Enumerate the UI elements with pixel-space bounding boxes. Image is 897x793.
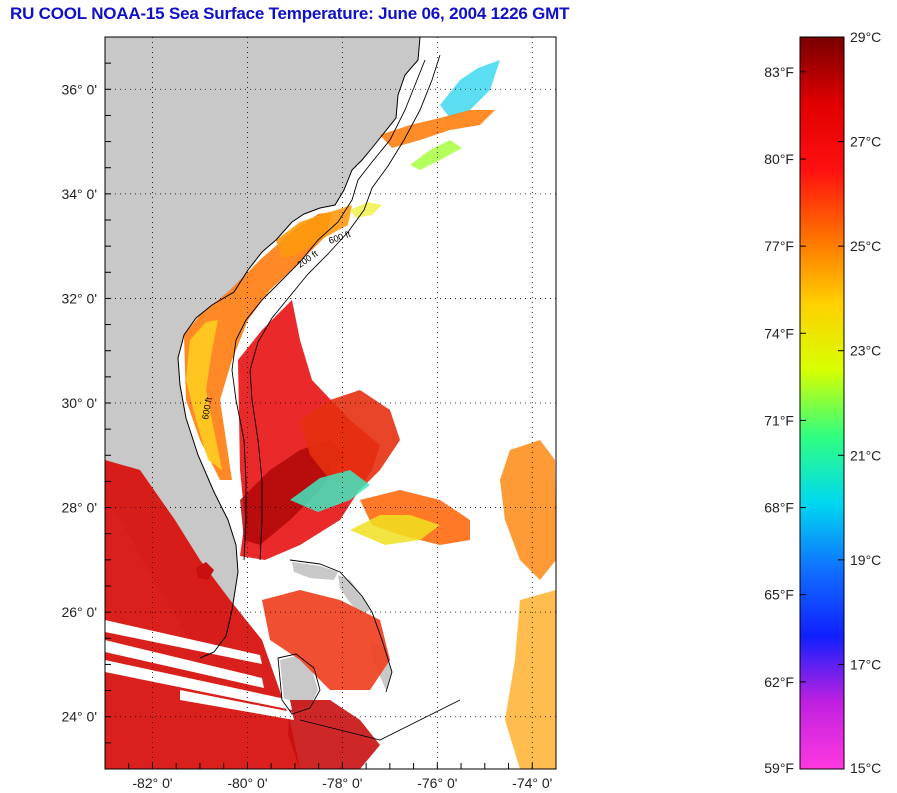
sst-swath-cool-streak-2 bbox=[350, 515, 440, 545]
colorbar-scale bbox=[799, 36, 845, 770]
colorbar-fahrenheit-label: 68°F bbox=[764, 500, 794, 516]
sst-swath-south-bank bbox=[288, 700, 380, 769]
sst-swath-bahamas-bank bbox=[262, 590, 390, 690]
colorbar-fahrenheit-label: 77°F bbox=[764, 238, 794, 254]
colorbar-celsius-label: 19°C bbox=[850, 552, 881, 568]
lon-tick-label: -74° 0' bbox=[512, 775, 552, 791]
sst-swath-southeast bbox=[505, 590, 556, 769]
isobath-lines bbox=[177, 37, 461, 741]
lon-tick-label: -76° 0' bbox=[417, 775, 457, 791]
sst-swath-cool-streak bbox=[290, 470, 370, 512]
cloud-gap-stripe bbox=[180, 690, 294, 720]
sst-swath-carolina-shelf bbox=[276, 205, 352, 258]
sst-swath-east-offshore bbox=[500, 440, 556, 580]
sst-swath-shelf-warm bbox=[184, 212, 332, 480]
land-mainland bbox=[105, 37, 420, 658]
map-axes: 24° 0' 26° 0' 28° 0' 30° 0' 32° 0' 34° 0' 36° … bbox=[61, 62, 552, 791]
isobath-600ft bbox=[249, 54, 441, 561]
lat-tick-label: 32° 0' bbox=[61, 290, 97, 306]
cloud-gap-stripe bbox=[105, 660, 292, 710]
sst-swath-gulfstream-core bbox=[240, 440, 345, 545]
colorbar-fahrenheit-label: 62°F bbox=[764, 674, 794, 690]
cloud-gap-stripe bbox=[105, 620, 262, 664]
colorbar-fahrenheit-label: 65°F bbox=[764, 587, 794, 603]
cloud-gap-stripes bbox=[105, 620, 294, 720]
land-bahamas-grand bbox=[292, 562, 338, 580]
lon-tick-label: -78° 0' bbox=[322, 775, 362, 791]
colorbar-fahrenheit-label: 74°F bbox=[764, 325, 794, 341]
lat-tick-label: 24° 0' bbox=[61, 709, 97, 725]
lat-tick-label: 28° 0' bbox=[61, 500, 97, 516]
colorbar-celsius-label: 17°C bbox=[850, 656, 881, 672]
sst-swath-shelf-yellow bbox=[186, 320, 222, 470]
isobath-label-600ft-south: 600 ft bbox=[200, 396, 214, 420]
cloud-gap-stripe bbox=[105, 640, 264, 688]
colorbar-fahrenheit-label: 59°F bbox=[764, 760, 794, 776]
chart-title: RU COOL NOAA-15 Sea Surface Temperature:… bbox=[10, 4, 570, 23]
lat-tick-label: 26° 0' bbox=[61, 604, 97, 620]
grid-lines bbox=[105, 37, 556, 769]
isobath-200ft bbox=[231, 59, 426, 561]
coastline-mainland bbox=[177, 37, 421, 659]
colorbar-celsius-label: 25°C bbox=[850, 238, 881, 254]
sst-swath-hatteras-green bbox=[410, 140, 462, 170]
sst-swath-east-patches bbox=[300, 390, 400, 490]
colorbar-fahrenheit-label: 71°F bbox=[764, 412, 794, 428]
colorbar-celsius-label: 27°C bbox=[850, 134, 881, 150]
sst-swath-hatteras-warm bbox=[380, 110, 495, 148]
sst-swath-lake-okeechobee bbox=[196, 562, 214, 580]
sst-swath-onslow bbox=[350, 202, 382, 218]
colorbar-celsius-label: 21°C bbox=[850, 447, 881, 463]
colorbar-celsius-label: 29°C bbox=[850, 29, 881, 45]
colorbar-labels: 29°C 27°C 25°C 23°C 21°C 19°C 17°C 15°C 83°F 80°F… bbox=[764, 29, 881, 776]
colorbar-celsius-label: 23°C bbox=[850, 343, 881, 359]
lat-tick-label: 30° 0' bbox=[61, 395, 97, 411]
lat-tick-label: 34° 0' bbox=[61, 186, 97, 202]
coastline-bahamas bbox=[277, 559, 461, 741]
lon-tick-label: -80° 0' bbox=[227, 775, 267, 791]
colorbar-celsius-label: 15°C bbox=[850, 760, 881, 776]
colorbar-fahrenheit-label: 80°F bbox=[764, 151, 794, 167]
land-bahamas-andros bbox=[280, 656, 318, 712]
land-bahamas-abaco bbox=[338, 575, 370, 615]
lon-tick-label: -82° 0' bbox=[132, 775, 172, 791]
sst-data-layer bbox=[105, 60, 556, 769]
lat-tick-label: 36° 0' bbox=[61, 81, 97, 97]
colorbar-fahrenheit-label: 83°F bbox=[764, 64, 794, 80]
